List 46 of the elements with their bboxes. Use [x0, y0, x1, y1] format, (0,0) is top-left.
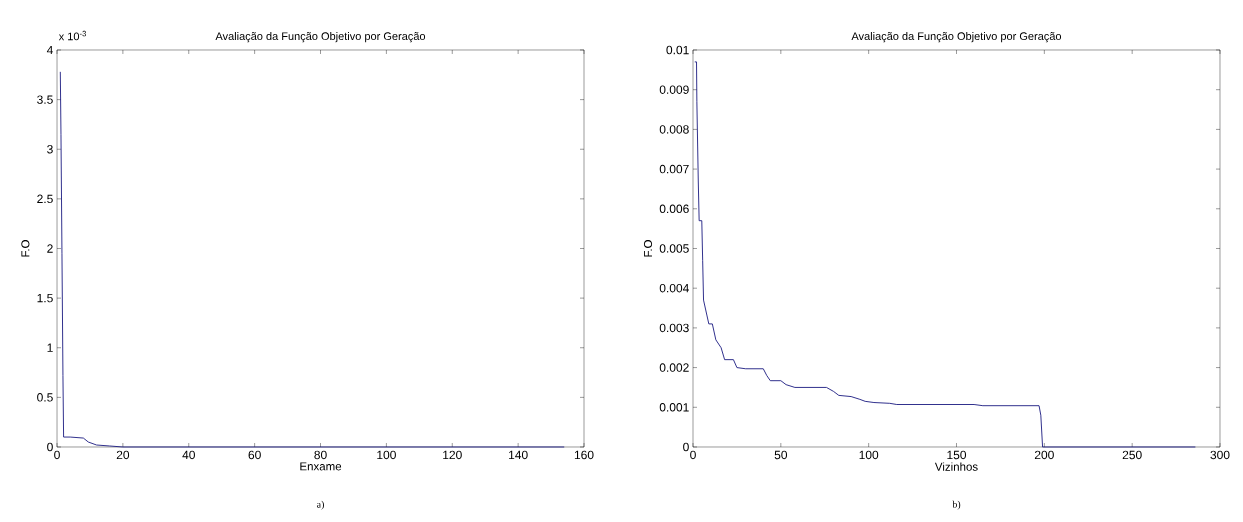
y-tick-label: 0.005 — [659, 244, 689, 253]
x-tick-label: 120 — [443, 450, 462, 460]
y-axis-title: F.O — [21, 240, 30, 257]
chart-title: Avaliação da Função Objetivo por Geração — [851, 32, 1062, 43]
y-tick-label: 0 — [683, 442, 689, 452]
y-tick-label: 2 — [47, 244, 53, 253]
y-tick-label: 1 — [47, 343, 53, 352]
y-tick-label: 4 — [46, 45, 53, 55]
y-tick-label: 0.01 — [666, 45, 689, 55]
text: x 10$^{-3}$ — [58, 30, 87, 41]
y-tick-label: 0.5 — [37, 393, 53, 402]
y-tick-label: 0 — [47, 442, 53, 452]
y-tick-label: 0.001 — [659, 403, 689, 412]
y-tick-label: 0.009 — [659, 85, 689, 94]
x-tick-label: 0 — [54, 450, 60, 460]
y-axis-title: F.O — [643, 240, 653, 257]
y-tick-label: 2.5 — [37, 194, 53, 204]
x-axis-title: Vizinhos — [934, 462, 978, 471]
x-tick-label: 80 — [314, 450, 327, 460]
y-tick-label: 0.006 — [659, 204, 689, 214]
y-tick-label: 0.007 — [659, 164, 689, 174]
line-series — [59, 71, 565, 448]
y-tick-label: 0.008 — [659, 125, 689, 134]
y-tick-label: 0.004 — [659, 283, 689, 293]
x-tick-label: 300 — [1210, 450, 1230, 460]
x-tick-label: 50 — [774, 450, 788, 460]
x-tick-label: 100 — [859, 450, 879, 460]
x-tick-label: 20 — [116, 450, 130, 460]
text: a) — [316, 500, 324, 510]
x-tick-label: 250 — [1122, 450, 1142, 460]
y-tick-label: 3.5 — [37, 95, 53, 104]
text: b) — [952, 500, 961, 510]
y-tick-label: 1.5 — [37, 293, 53, 303]
x-tick-label: 0 — [690, 450, 696, 460]
x-tick-label: 150 — [947, 450, 967, 460]
x-tick-label: 160 — [574, 450, 594, 460]
y-tick-label: 0.003 — [659, 323, 689, 333]
x-tick-label: 60 — [248, 450, 261, 460]
y-tick-label: 3 — [47, 145, 53, 154]
x-tick-label: 200 — [1034, 450, 1054, 460]
x-tick-label: 100 — [377, 450, 396, 460]
x-tick-label: 40 — [182, 450, 195, 460]
y-tick-label: 0.002 — [659, 363, 689, 372]
x-axis-title: Enxame — [300, 462, 342, 471]
chart-title: Avaliação da Função Objetivo por Geração — [215, 32, 426, 43]
x-tick-label: 140 — [509, 450, 528, 460]
